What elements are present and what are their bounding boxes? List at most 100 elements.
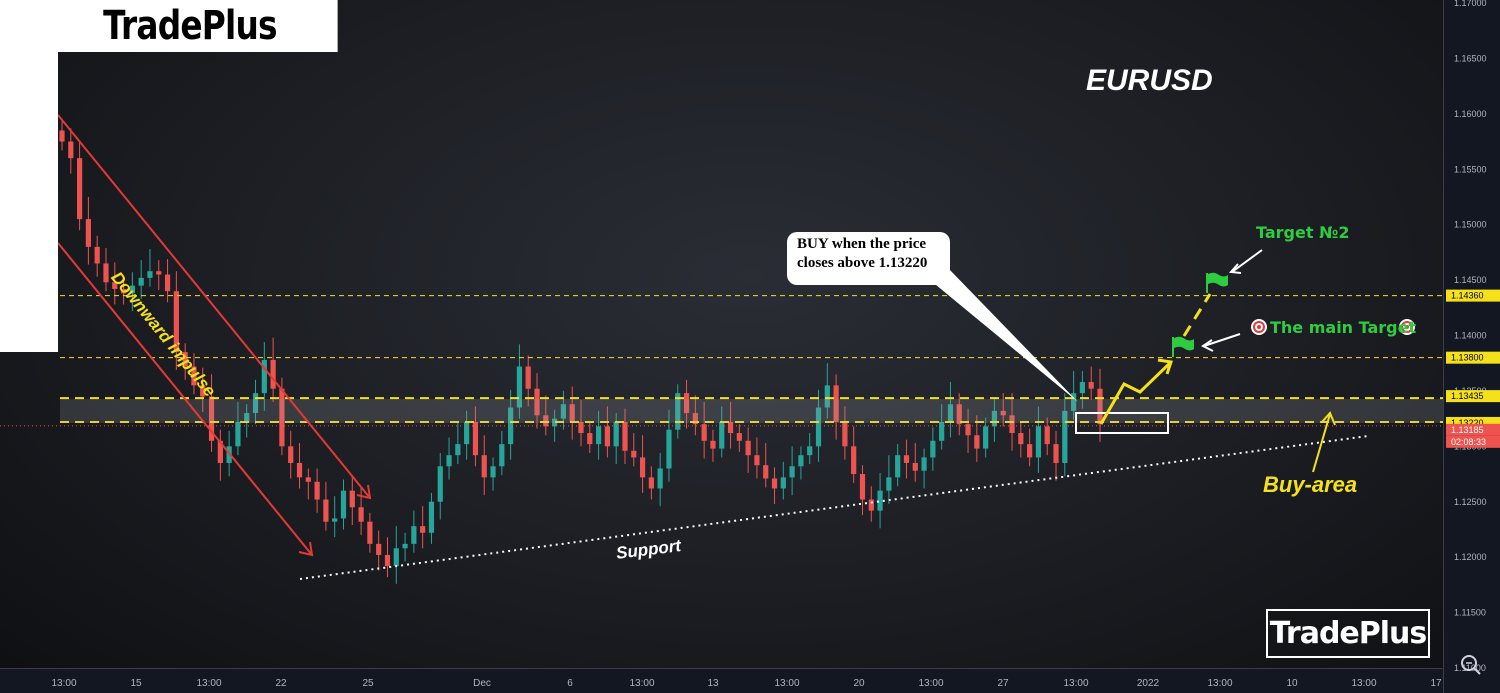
candle xyxy=(340,479,347,530)
candle xyxy=(1044,417,1050,456)
time-tick-label: 13:00 xyxy=(1063,678,1088,689)
svg-text:1.13220: 1.13220 xyxy=(1451,418,1484,428)
price-tick-label: 1.15000 xyxy=(1454,220,1487,230)
candle xyxy=(499,430,505,476)
candle xyxy=(182,343,188,380)
target2-pointer-head xyxy=(1228,263,1242,274)
candle xyxy=(244,404,250,438)
target2-label: Target №2 xyxy=(1256,223,1350,242)
flag-icon xyxy=(1206,272,1228,293)
time-tick-label: 10 xyxy=(1286,678,1298,689)
main-target-label: The main Target xyxy=(1270,318,1417,337)
breakout-box xyxy=(1075,412,1169,434)
candle xyxy=(639,435,646,493)
zoom-icon[interactable] xyxy=(1458,652,1484,678)
candle xyxy=(437,452,443,520)
logo-backdrop xyxy=(0,0,58,352)
candle xyxy=(595,410,602,460)
candle xyxy=(710,429,716,462)
time-tick-label: 27 xyxy=(997,678,1009,689)
candle xyxy=(719,406,725,458)
candle xyxy=(508,389,514,460)
price-label-badge: 02:08:33 xyxy=(1446,435,1500,448)
price-label-badge: 1.14360 xyxy=(1446,289,1500,302)
candle xyxy=(296,443,303,489)
candle xyxy=(815,389,822,462)
candle xyxy=(771,467,778,504)
candle xyxy=(692,395,698,436)
buy-callout: BUY when the price closes above 1.13220 xyxy=(787,232,950,285)
candle xyxy=(701,402,707,459)
price-tick-label: 1.16000 xyxy=(1454,109,1487,119)
candle xyxy=(930,427,936,471)
time-tick-label: 13 xyxy=(707,678,719,689)
target2-pointer xyxy=(1231,249,1263,273)
price-tick-label: 1.15500 xyxy=(1454,164,1487,174)
candle xyxy=(270,337,276,402)
candle xyxy=(587,421,593,453)
candle xyxy=(683,379,690,429)
candle xyxy=(859,465,866,516)
candle xyxy=(1071,370,1077,420)
candle xyxy=(543,395,549,436)
candle xyxy=(622,408,628,465)
callout-pointer xyxy=(930,268,1078,402)
price-tick-label: 1.12000 xyxy=(1454,552,1487,562)
candle xyxy=(235,402,241,456)
candle xyxy=(842,406,848,460)
candle xyxy=(384,537,391,578)
candle xyxy=(798,446,804,480)
candle xyxy=(912,443,918,482)
candle xyxy=(727,402,734,449)
candle xyxy=(1027,428,1033,467)
candle xyxy=(323,481,329,531)
candle xyxy=(112,262,118,305)
price-label-badge: 1.13800 xyxy=(1446,351,1500,364)
candle xyxy=(103,247,109,292)
buy-area-arrow xyxy=(1312,413,1331,473)
candle xyxy=(120,280,127,305)
buy-zone-band xyxy=(60,399,1443,423)
time-tick-label: 2022 xyxy=(1137,678,1160,689)
candle xyxy=(200,367,206,412)
time-axis[interactable]: 13:00 15 13:00 22 25 Dec 6 13:00 13 13:00 20 13:00 2… xyxy=(0,668,1443,693)
candle xyxy=(569,386,575,440)
candle xyxy=(217,429,223,481)
buy-area-arrowhead xyxy=(1321,411,1336,426)
candle xyxy=(288,430,294,479)
candle xyxy=(754,437,760,479)
candle xyxy=(147,249,153,287)
channel-lower-line xyxy=(57,242,313,556)
candle xyxy=(85,196,91,265)
brand-logo-bottom: TradePlus xyxy=(1266,609,1430,658)
candle xyxy=(349,475,355,526)
candle xyxy=(305,468,311,500)
candle xyxy=(420,506,426,549)
candle xyxy=(763,443,769,488)
svg-text:1.13185: 1.13185 xyxy=(1451,425,1484,435)
price-tick-label: 1.12500 xyxy=(1454,497,1487,507)
candles-layer xyxy=(59,121,1103,584)
candle xyxy=(1088,366,1094,400)
time-tick-label: 22 xyxy=(275,678,287,689)
candle xyxy=(1062,393,1068,477)
candle xyxy=(428,492,435,544)
time-tick-label: Dec xyxy=(473,678,491,689)
price-axis[interactable]: 1.17000 1.16500 1.16000 1.15500 1.15000 1.145… xyxy=(1443,0,1500,693)
candle xyxy=(314,468,320,513)
candle xyxy=(358,487,364,535)
channel-lower-arrowhead xyxy=(298,541,314,557)
time-tick-label: 25 xyxy=(362,678,374,689)
support-line xyxy=(299,435,1369,580)
candle xyxy=(376,530,382,571)
candle xyxy=(464,410,470,460)
candle xyxy=(824,363,830,419)
candle xyxy=(490,457,496,491)
candle xyxy=(1000,393,1006,427)
target-icon xyxy=(1251,319,1267,335)
candle xyxy=(631,433,637,467)
callout-line-2: closes above 1.13220 xyxy=(797,255,928,271)
svg-text:1.13800: 1.13800 xyxy=(1451,353,1484,363)
